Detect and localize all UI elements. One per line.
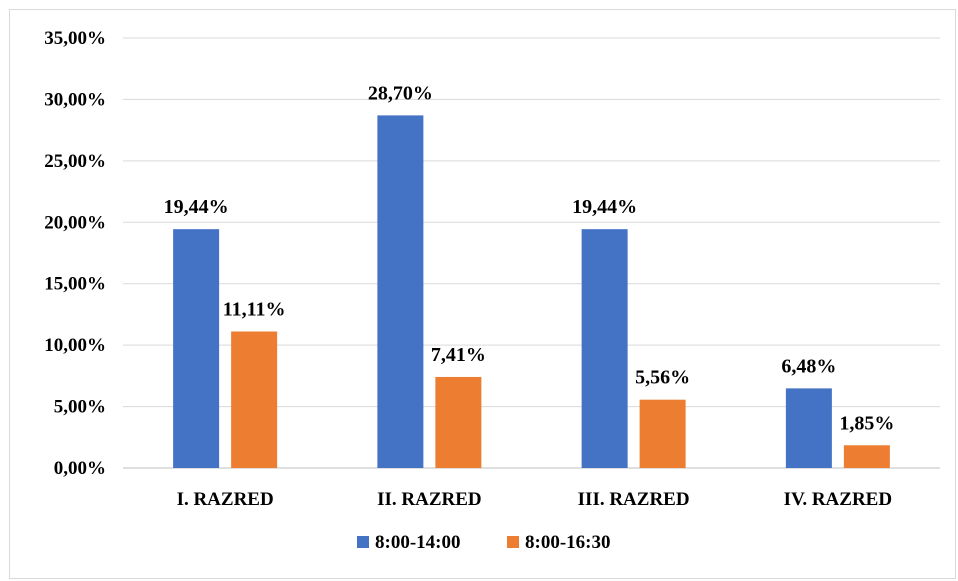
bar-1 — [581, 229, 628, 468]
data-label: 6,48% — [781, 355, 836, 377]
bar-1 — [377, 115, 424, 469]
chart-frame — [9, 9, 956, 579]
y-tick-label: 35,00% — [44, 28, 106, 49]
legend-swatch — [357, 536, 369, 548]
x-category-label: II. RAZRED — [377, 489, 482, 510]
y-tick-label: 20,00% — [44, 212, 106, 233]
x-category-label: IV. RAZRED — [784, 489, 892, 510]
y-tick-label: 5,00% — [54, 397, 106, 418]
y-tick-label: 25,00% — [44, 151, 106, 172]
y-tick-label: 10,00% — [44, 335, 106, 356]
data-label: 1,85% — [839, 412, 894, 434]
bar-1 — [173, 229, 220, 468]
data-label: 11,11% — [223, 299, 286, 321]
data-label: 28,70% — [368, 82, 433, 104]
bar-1 — [785, 388, 832, 468]
legend-label: 8:00-16:30 — [525, 532, 610, 553]
x-category-label: III. RAZRED — [578, 489, 690, 510]
data-label: 5,56% — [635, 367, 690, 389]
bar-2 — [231, 331, 278, 468]
data-label: 19,44% — [572, 196, 637, 218]
y-tick-label: 15,00% — [44, 274, 106, 295]
legend-label: 8:00-14:00 — [375, 532, 460, 553]
data-label: 19,44% — [164, 196, 229, 218]
bar-2 — [639, 399, 686, 468]
x-category-label: I. RAZRED — [177, 489, 274, 510]
y-tick-label: 0,00% — [54, 458, 106, 479]
bar-2 — [435, 376, 482, 468]
legend-swatch — [507, 536, 519, 548]
y-tick-label: 30,00% — [44, 89, 106, 110]
data-label: 7,41% — [431, 344, 486, 366]
bar-2 — [843, 445, 890, 468]
